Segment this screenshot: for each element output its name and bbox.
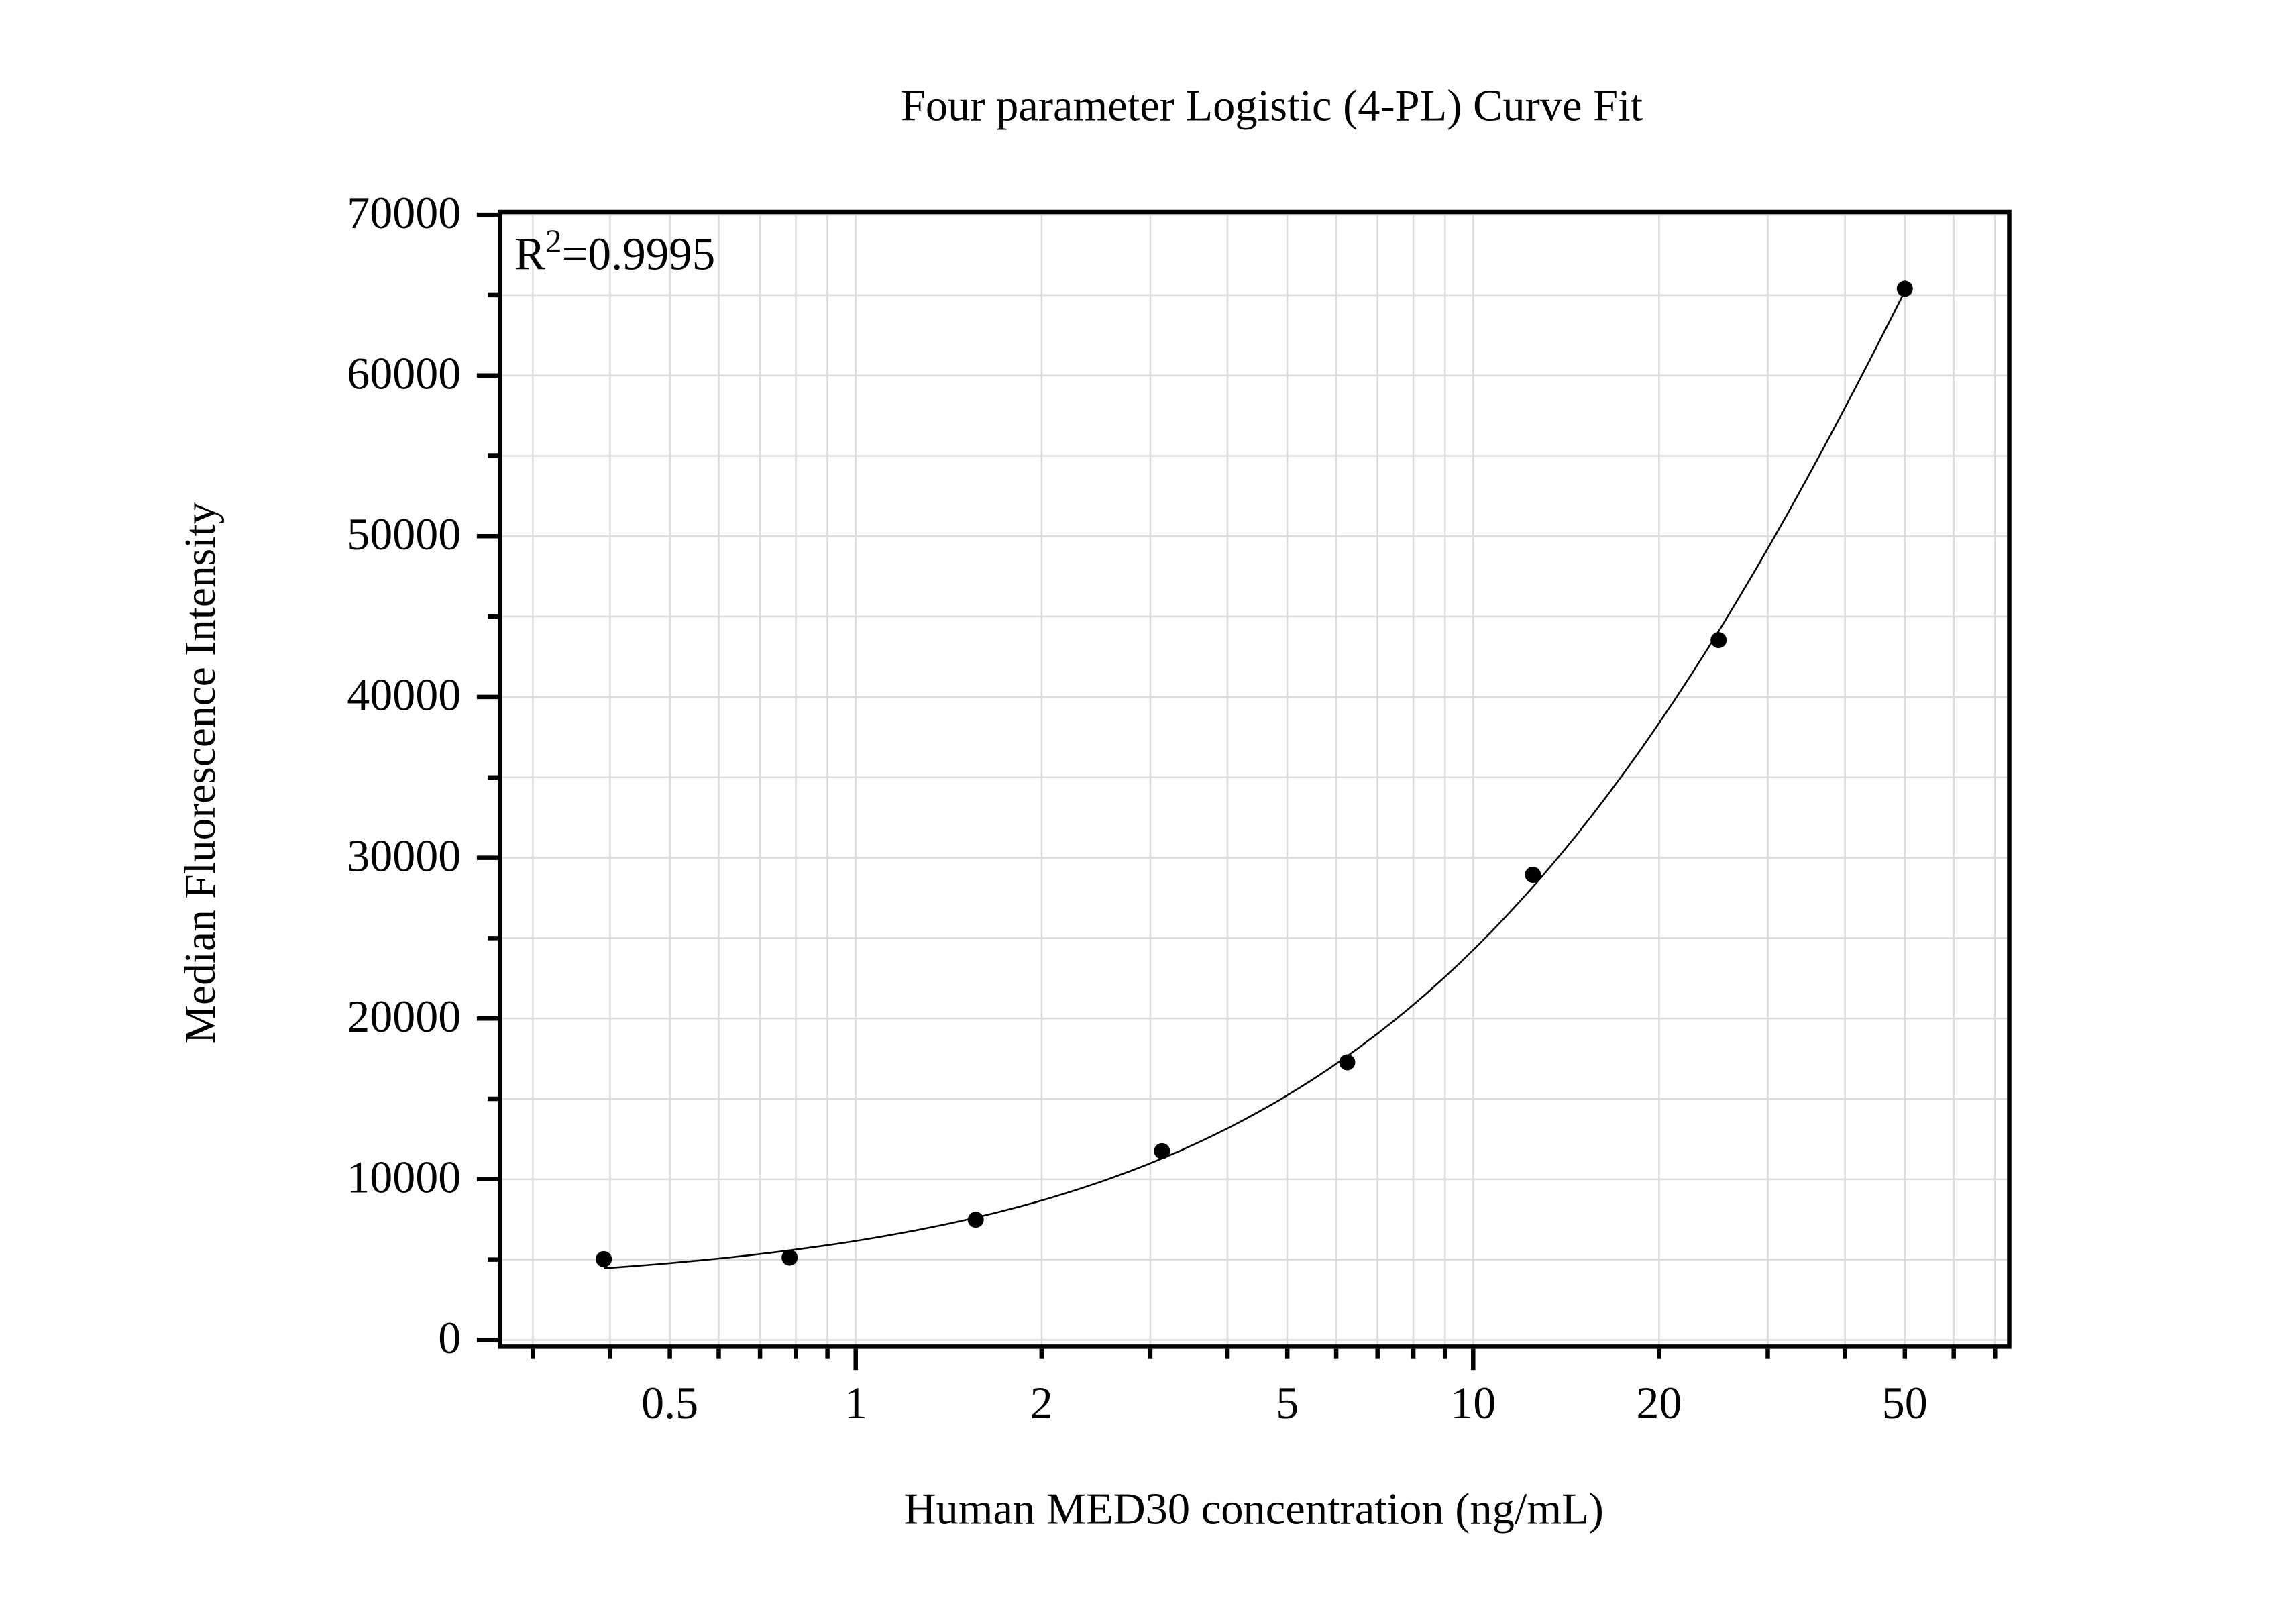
- svg-text:0: 0: [438, 1312, 461, 1363]
- svg-text:0.5: 0.5: [641, 1377, 698, 1428]
- svg-text:5: 5: [1276, 1377, 1299, 1428]
- svg-text:10000: 10000: [347, 1152, 461, 1203]
- svg-text:Human MED30 concentration (ng/: Human MED30 concentration (ng/mL): [904, 1485, 1603, 1534]
- svg-text:R2=0.9995: R2=0.9995: [514, 223, 715, 280]
- svg-text:1: 1: [844, 1377, 867, 1428]
- svg-text:Four parameter Logistic (4-PL): Four parameter Logistic (4-PL) Curve Fit: [901, 82, 1643, 131]
- svg-text:30000: 30000: [347, 830, 461, 881]
- svg-text:20000: 20000: [347, 991, 461, 1042]
- svg-text:20: 20: [1636, 1377, 1682, 1428]
- svg-text:50000: 50000: [347, 509, 461, 559]
- svg-text:70000: 70000: [347, 187, 461, 238]
- svg-text:40000: 40000: [347, 670, 461, 720]
- svg-text:10: 10: [1450, 1377, 1496, 1428]
- svg-text:50: 50: [1882, 1377, 1928, 1428]
- svg-text:60000: 60000: [347, 348, 461, 399]
- svg-text:2: 2: [1030, 1377, 1053, 1428]
- svg-text:Median Fluorescence Intensity: Median Fluorescence Intensity: [176, 502, 225, 1044]
